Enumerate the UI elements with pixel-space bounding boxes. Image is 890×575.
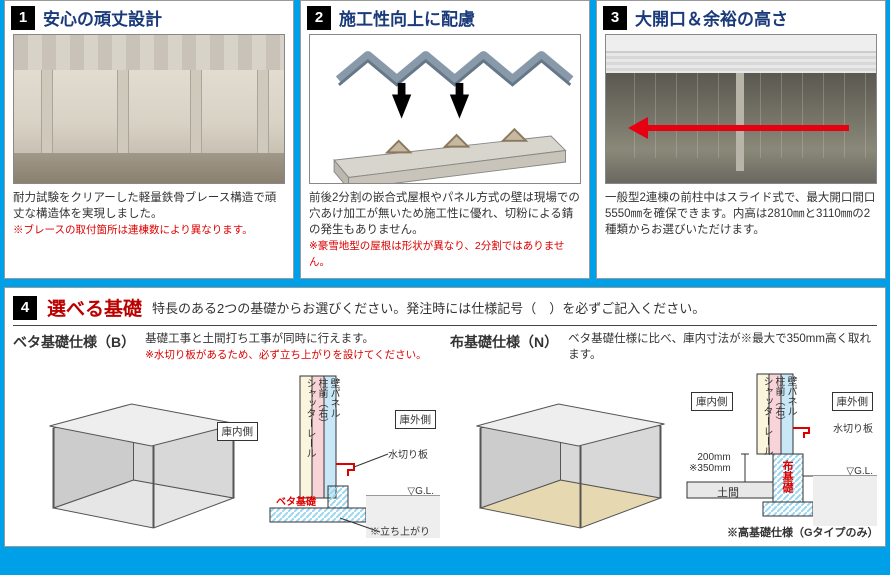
iso-b-icon [13,368,264,538]
label-takakiso: ※高基礎仕様（Gタイプのみ） [727,524,877,540]
label-doma: 土間 [717,484,739,500]
foundation-n-desc-wrap: ベタ基礎仕様に比べ、庫内寸法が※最大で350mm高く取れます。 [568,332,877,363]
card-3-image [605,34,877,184]
label-200mm: 200mm [697,452,730,463]
label-350mm: ※350mm [689,463,731,474]
label-outside-n: 庫外側 [832,392,874,411]
foundation-b-name: ベタ基礎仕様（B） [13,332,135,352]
card-1-header: 1 安心の頑丈設計 [5,1,293,34]
label-gl-n: ▽G.L. [846,466,873,477]
slide-arrow-icon [628,121,849,135]
foundation-n-name: 布基礎仕様（N） [450,332,558,352]
label-drip-b: 水切り板 [388,446,428,461]
foundation-b-iso: 庫内側 [13,368,264,538]
card-2-header: 2 施工性向上に配慮 [301,1,589,34]
card-2-title: 施工性向上に配慮 [339,5,475,30]
card-2-note: ※豪雪地型の屋根は形状が異なり、2分割ではありません。 [309,240,564,268]
iso-n-icon [450,368,681,538]
card-1-desc: 耐力試験をクリアーした軽量鉄骨ブレース構造で頑丈な構造体を実現しました。 [13,192,276,220]
foundation-n: 布基礎仕様（N） ベタ基礎仕様に比べ、庫内寸法が※最大で350mm高く取れます。 [450,332,877,537]
foundation-b: ベタ基礎仕様（B） 基礎工事と土間打ち工事が同時に行えます。 ※水切り板があるた… [13,332,440,537]
card-2-desc: 前後2分割の嵌合式屋根やパネル方式の壁は現場での穴あけ加工が無いため施工性に優れ… [309,192,580,236]
feature-cards-row: 1 安心の頑丈設計 耐力試験をクリアーした軽量鉄骨ブレース構造で頑丈な構造体を実… [0,0,890,287]
foundation-title: 選べる基礎 [47,294,142,321]
card-1-image [13,34,285,184]
foundation-b-section: シャッターレール 柱前（右） 壁パネル 庫外側 水切り板 ベタ基礎 ▽G.L. … [270,368,440,538]
card-2-image [309,34,581,184]
label-wall-panel-b: 壁パネル [326,378,341,418]
card-1: 1 安心の頑丈設計 耐力試験をクリアーした軽量鉄骨ブレース構造で頑丈な構造体を実… [4,0,294,279]
card-2-desc-wrap: 前後2分割の嵌合式屋根やパネル方式の壁は現場での穴あけ加工が無いため施工性に優れ… [301,184,589,278]
card-1-desc-wrap: 耐力試験をクリアーした軽量鉄骨ブレース構造で頑丈な構造体を実現しました。 ※ブレ… [5,184,293,246]
foundation-n-desc: ベタ基礎仕様に比べ、庫内寸法が※最大で350mm高く取れます。 [568,333,871,361]
foundation-n-section: 庫内側 庫外側 シャッターレール 柱前（右） 壁パネル 水切り板 200mm ※… [687,368,877,538]
foundation-header: 4 選べる基礎 特長のある2つの基礎からお選びください。発注時には仕様記号（ ）… [13,294,877,326]
card-1-title: 安心の頑丈設計 [43,5,162,30]
foundation-b-desc-wrap: 基礎工事と土間打ち工事が同時に行えます。 ※水切り板があるため、必ず立ち上がりを… [145,332,426,363]
card-3-desc-wrap: 一般型2連棟の前柱中はスライド式で、最大開口間口5550㎜を確保できます。内高は… [597,184,885,246]
card-3-header: 3 大開口＆余裕の高さ [597,1,885,34]
label-rise-b: ※立ち上がり [370,523,430,538]
card-3: 3 大開口＆余裕の高さ 一般型2連棟の前柱中はスライド式で、最大開口間口5550… [596,0,886,279]
label-drip-n: 水切り板 [833,420,873,435]
roof-diagram-icon [310,35,580,183]
foundation-sub: 特長のある2つの基礎からお選びください。発注時には仕様記号（ ）を必ずご記入くだ… [152,298,705,317]
label-inside-b: 庫内側 [217,422,259,441]
card-1-number: 1 [11,6,35,30]
foundation-b-desc: 基礎工事と土間打ち工事が同時に行えます。 [145,333,374,345]
label-inside-n: 庫内側 [691,392,733,411]
label-beta-b: ベタ基礎 [276,493,316,508]
card-3-number: 3 [603,6,627,30]
label-wall-panel-n: 壁パネル [783,376,798,416]
foundation-number: 4 [13,296,37,320]
foundations-row: ベタ基礎仕様（B） 基礎工事と土間打ち工事が同時に行えます。 ※水切り板があるた… [13,332,877,537]
foundation-b-note: ※水切り板があるため、必ず立ち上がりを設けてください。 [145,349,426,361]
card-3-desc: 一般型2連棟の前柱中はスライド式で、最大開口間口5550㎜を確保できます。内高は… [605,192,875,236]
card-3-title: 大開口＆余裕の高さ [635,5,788,30]
card-2: 2 施工性向上に配慮 [300,0,590,279]
foundation-n-iso [450,368,681,538]
label-outside-b: 庫外側 [395,410,437,429]
card-2-number: 2 [307,6,331,30]
foundation-section: 4 選べる基礎 特長のある2つの基礎からお選びください。発注時には仕様記号（ ）… [4,287,886,546]
label-cloth: 布基礎 [779,460,795,493]
label-gl-b: ▽G.L. [407,486,434,497]
card-1-note: ※ブレースの取付箇所は連棟数により異なります。 [13,224,253,236]
